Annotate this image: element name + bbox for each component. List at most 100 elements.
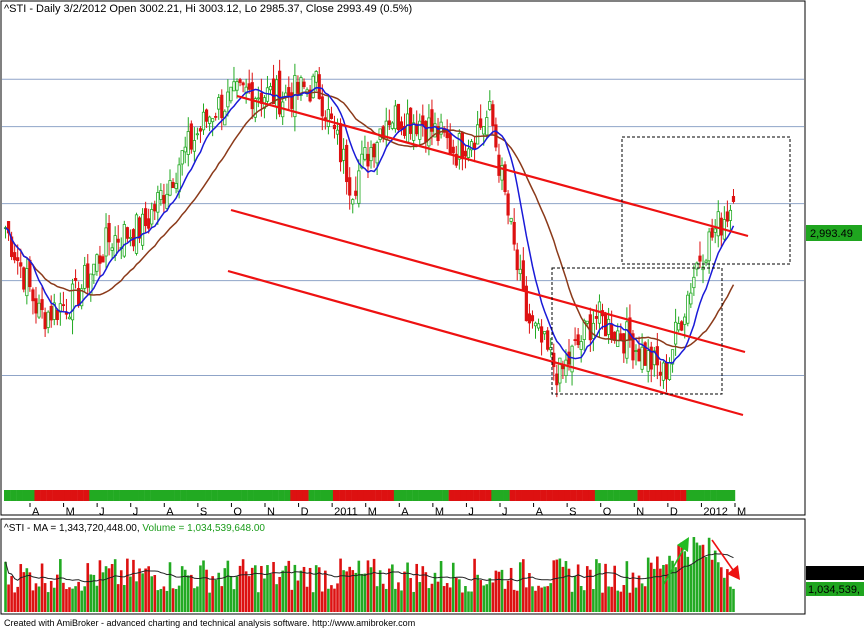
candle-body [13,252,17,261]
volume-bar [150,576,154,612]
volume-bar [409,578,412,612]
volume-bar [500,569,504,612]
candle-body [256,97,260,100]
trend-strip-cell [16,490,23,501]
month-label: O [603,506,612,518]
volume-bar [232,589,236,612]
candle-body [308,89,312,102]
trend-strip-cell [631,490,638,501]
volume-bar [86,563,90,612]
candle-body [479,118,483,128]
trend-strip-cell [387,490,395,501]
candle-body [582,320,586,340]
candle-body [110,247,114,251]
volume-bar [25,568,29,612]
trend-strip-cell [412,490,419,501]
candle-body [116,238,120,243]
trend-strip-cell [107,490,114,501]
volume-bar [342,570,345,612]
trend-strip-cell [369,490,376,501]
volume-bar [257,592,260,612]
candle-body [174,183,178,189]
volume-bar [43,583,47,612]
volume-bar [281,570,284,612]
volume-bar [442,586,446,612]
trend-strip-cell [144,490,151,501]
candle-body [299,77,303,96]
candle-body [162,195,166,204]
trend-strip-cell [326,490,334,501]
trend-strip-cell [466,490,474,501]
volume-bar [378,570,382,612]
month-label: D [670,506,678,518]
candle-body [427,117,431,147]
volume-bar [491,582,495,612]
candle-body [22,267,26,290]
candle-body [80,288,84,307]
volume-bar [613,565,616,612]
volume-bar [671,560,674,612]
volume-bar [202,560,205,612]
month-label: O [233,506,242,518]
trend-strip-cell [509,490,516,501]
volume-bar [433,572,437,612]
trend-strip-cell [284,490,291,501]
volume-bar [412,591,415,612]
volume-bar [330,585,333,612]
volume-bar [506,580,510,612]
trend-strip-cell [241,490,248,501]
trend-strip-cell [667,490,675,501]
candle-body [591,322,595,339]
candle-body [570,345,574,373]
candle-body [165,193,169,209]
volume-bar [595,559,598,612]
candle-body [579,341,583,350]
month-label: M [368,506,377,518]
candle-body [156,192,160,213]
candle-body [610,324,614,340]
volume-bar [582,590,586,612]
trend-strip-cell [339,490,346,501]
volume-bar [49,580,53,612]
trend-strip-cell [607,490,614,501]
trend-strip-cell [600,490,608,501]
candle-body [159,190,163,200]
trend-strip-cell [552,490,559,501]
candle-body [314,71,318,83]
volume-bar [689,565,693,612]
month-label: 2011 [334,506,358,518]
volume-bar [482,585,486,612]
volume-bar [436,581,440,612]
volume-bar [589,569,592,612]
volume-bar [31,590,35,612]
candle-body [472,142,477,149]
candle-body [491,104,495,126]
candle-body [506,193,510,216]
candle-body [536,323,541,329]
trend-strip-cell [558,490,565,501]
candle-body [606,318,611,335]
month-label: M [435,506,444,518]
volume-bar [415,563,419,612]
volume-bar [345,571,348,612]
candle-body [515,249,519,271]
candle-body [402,126,407,136]
candle-body [372,143,376,158]
candle-body [433,123,437,138]
volume-bar [211,576,214,612]
candle-body [287,87,291,98]
candle-body [357,170,361,204]
breakout-box [621,136,791,265]
candle-body [40,299,44,311]
volume-bar [354,572,358,612]
trend-strip-cell [582,490,589,501]
volume-bar [10,576,13,612]
volume-bar [649,562,653,612]
volume-bar [369,567,373,612]
volume-bar [144,568,147,612]
volume-bar [223,568,227,612]
volume-bar [522,559,525,612]
slow-ma-line [5,91,735,349]
